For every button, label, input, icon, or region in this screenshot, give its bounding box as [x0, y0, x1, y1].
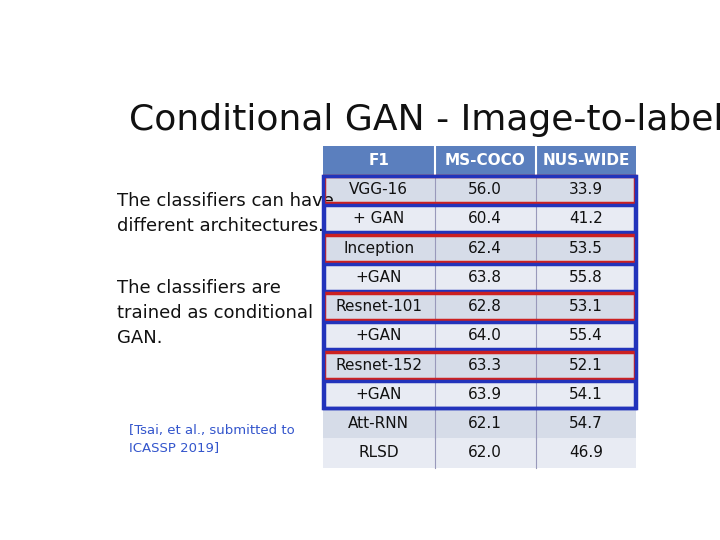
Bar — [323, 146, 636, 175]
Bar — [323, 409, 636, 438]
Bar — [324, 205, 635, 232]
Text: 62.1: 62.1 — [468, 416, 502, 431]
Text: F1: F1 — [368, 153, 389, 168]
Bar — [323, 438, 636, 468]
Text: + GAN: + GAN — [353, 211, 405, 226]
Text: 62.0: 62.0 — [468, 446, 502, 461]
Text: 53.5: 53.5 — [569, 240, 603, 255]
Text: +GAN: +GAN — [356, 387, 402, 402]
Bar — [324, 264, 635, 291]
Bar — [324, 293, 635, 320]
Bar — [324, 176, 635, 203]
Bar — [323, 176, 636, 408]
Text: NUS-WIDE: NUS-WIDE — [542, 153, 630, 168]
Bar — [323, 321, 636, 350]
Text: 41.2: 41.2 — [569, 211, 603, 226]
Text: MS-COCO: MS-COCO — [445, 153, 526, 168]
Text: Resnet-152: Resnet-152 — [336, 357, 422, 373]
Bar — [324, 234, 635, 261]
Text: 46.9: 46.9 — [569, 446, 603, 461]
Text: 63.8: 63.8 — [468, 270, 503, 285]
Text: 56.0: 56.0 — [468, 182, 502, 197]
Bar — [323, 233, 636, 262]
Text: 63.9: 63.9 — [468, 387, 503, 402]
Text: +GAN: +GAN — [356, 328, 402, 343]
Text: 33.9: 33.9 — [569, 182, 603, 197]
Text: 62.8: 62.8 — [468, 299, 502, 314]
Bar — [323, 292, 636, 321]
Text: +GAN: +GAN — [356, 270, 402, 285]
Text: Att-RNN: Att-RNN — [348, 416, 409, 431]
Text: 62.4: 62.4 — [468, 240, 502, 255]
Text: 55.8: 55.8 — [569, 270, 603, 285]
Bar — [324, 381, 635, 408]
Text: 63.3: 63.3 — [468, 357, 503, 373]
Text: Inception: Inception — [343, 240, 414, 255]
Bar — [323, 380, 636, 409]
Text: 55.4: 55.4 — [569, 328, 603, 343]
Text: The classifiers can have
different architectures.: The classifiers can have different archi… — [117, 192, 334, 235]
Bar — [324, 352, 635, 379]
Text: 54.7: 54.7 — [569, 416, 603, 431]
Text: 54.1: 54.1 — [569, 387, 603, 402]
Text: [Tsai, et al., submitted to
ICASSP 2019]: [Tsai, et al., submitted to ICASSP 2019] — [129, 424, 294, 454]
Bar — [323, 262, 636, 292]
Text: 64.0: 64.0 — [468, 328, 502, 343]
Text: VGG-16: VGG-16 — [349, 182, 408, 197]
Text: The classifiers are
trained as conditional
GAN.: The classifiers are trained as condition… — [117, 279, 313, 347]
Bar — [324, 322, 635, 349]
Bar — [323, 175, 636, 204]
Text: Conditional GAN - Image-to-label: Conditional GAN - Image-to-label — [129, 103, 720, 137]
Text: 60.4: 60.4 — [468, 211, 502, 226]
Text: Resnet-101: Resnet-101 — [336, 299, 422, 314]
Bar — [323, 350, 636, 380]
Text: RLSD: RLSD — [359, 446, 399, 461]
Text: 52.1: 52.1 — [569, 357, 603, 373]
Bar — [323, 204, 636, 233]
Text: 53.1: 53.1 — [569, 299, 603, 314]
